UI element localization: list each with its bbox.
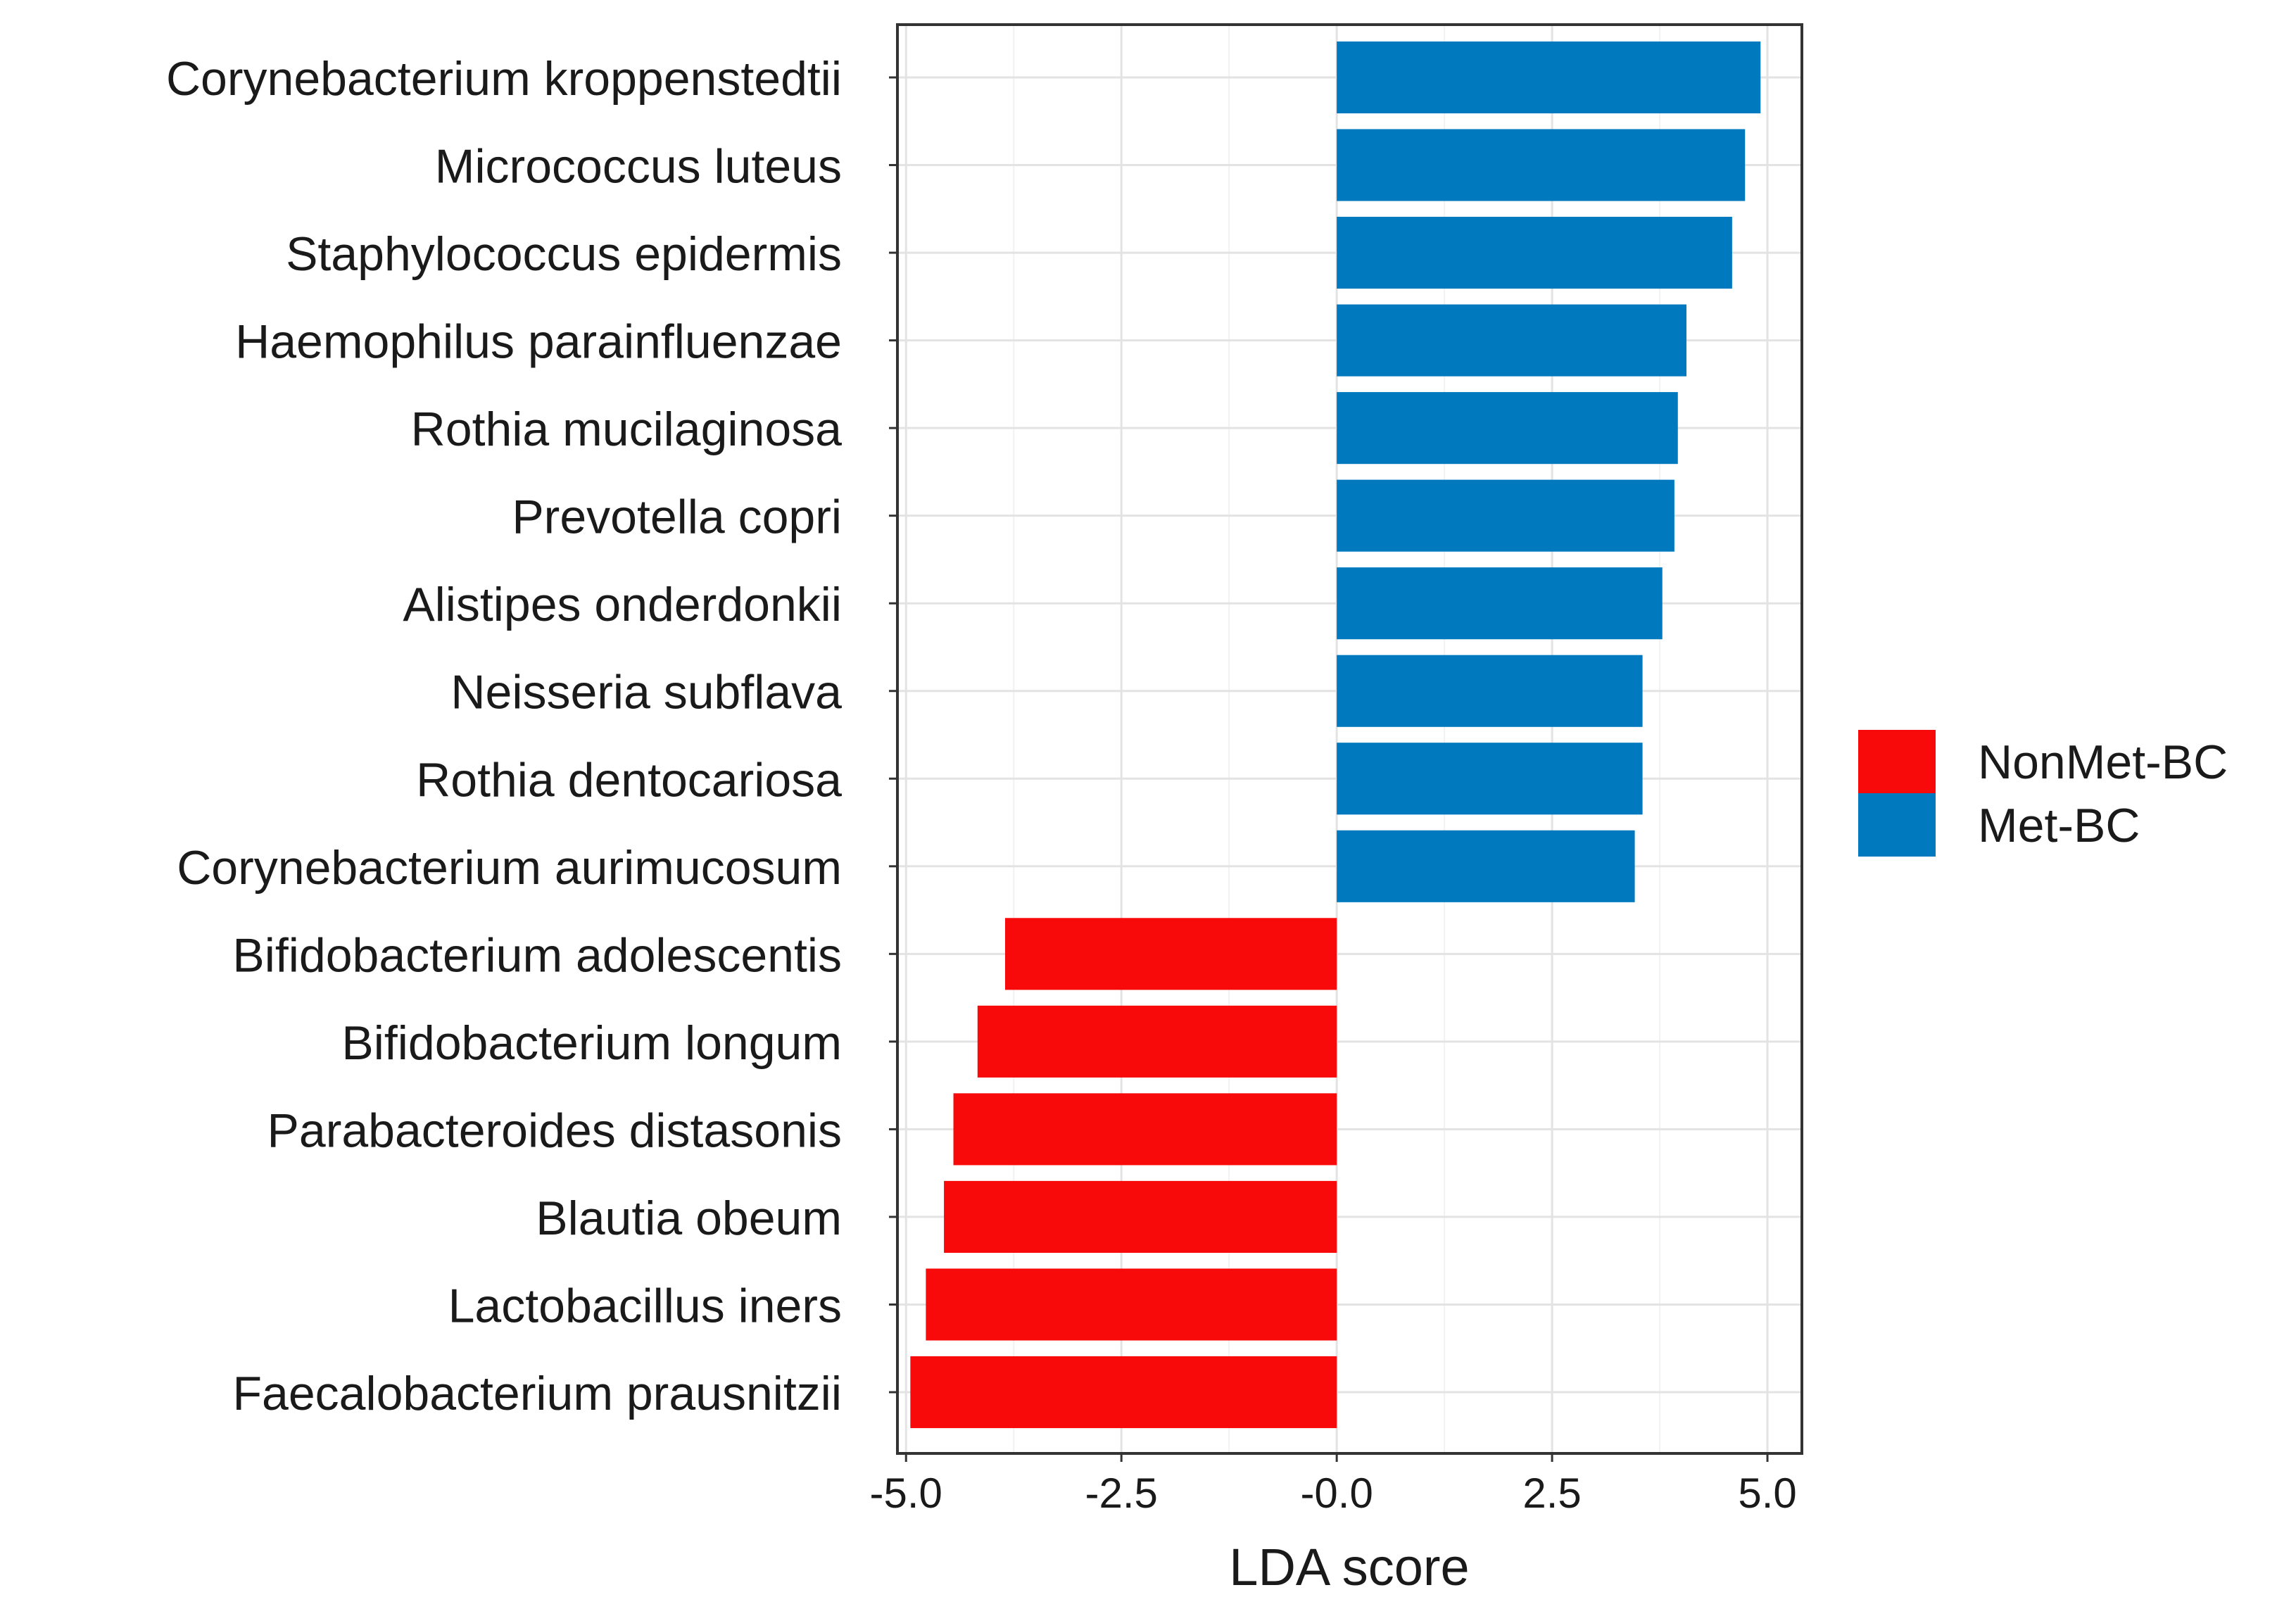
y-tick-label: Faecalobacterium prausnitzii (232, 1367, 842, 1420)
bar (1004, 918, 1337, 990)
y-tick-label: Rothia dentocariosa (416, 753, 842, 807)
y-tick-label: Corynebacterium kroppenstedtii (166, 52, 842, 106)
y-tick-label: Lactobacillus iners (448, 1279, 842, 1332)
bar (926, 1268, 1337, 1341)
legend-key (1858, 730, 1936, 793)
y-tick-label: Corynebacterium aurimucosum (177, 841, 842, 895)
x-axis-labels: -5.0 -2.5 -0.0 2.5 5.0 (870, 1470, 1797, 1517)
bar (1337, 743, 1643, 815)
legend-label: NonMet-BC (1978, 736, 2228, 789)
bar (953, 1093, 1337, 1166)
x-axis-title: LDA score (1229, 1538, 1469, 1596)
y-tick-label: Bifidobacterium adolescentis (232, 928, 842, 982)
legend-key (1858, 793, 1936, 857)
y-tick-label: Neisseria subflava (450, 666, 842, 719)
bar (1337, 217, 1732, 289)
bar (1337, 830, 1635, 902)
bar (977, 1005, 1337, 1078)
y-axis-ticks (889, 76, 897, 1394)
bar (1337, 392, 1678, 465)
panel-border (896, 23, 1803, 1455)
y-tick-label: Staphylococcus epidermis (286, 227, 842, 281)
y-axis-labels: Corynebacterium kroppenstedtii Micrococcu… (166, 52, 842, 1420)
x-tick-label: -0.0 (1300, 1470, 1373, 1517)
bar (944, 1180, 1337, 1253)
y-tick-label: Parabacteroides distasonis (267, 1104, 842, 1157)
bar (1337, 304, 1687, 377)
y-tick-label: Haemophilus parainfluenzae (235, 315, 842, 369)
y-tick-label: Alistipes onderdonkii (403, 578, 842, 631)
y-tick-label: Micrococcus luteus (435, 140, 842, 194)
x-tick-label: -5.0 (870, 1470, 942, 1517)
bar (1337, 129, 1746, 201)
bar (1337, 479, 1674, 552)
y-tick-label: Blautia obeum (536, 1192, 842, 1245)
x-tick-label: -2.5 (1085, 1470, 1157, 1517)
bar (1337, 567, 1663, 640)
y-tick-label: Bifidobacterium longum (341, 1016, 842, 1070)
bars (910, 41, 1761, 1429)
bar (1337, 655, 1643, 727)
legend: NonMet-BC Met-BC (1858, 730, 2228, 857)
bar (910, 1356, 1337, 1429)
x-axis-ticks (904, 1453, 1769, 1462)
y-tick-label: Prevotella copri (512, 491, 842, 544)
y-tick-label: Rothia mucilaginosa (411, 403, 843, 456)
x-tick-label: 5.0 (1738, 1470, 1796, 1517)
legend-label: Met-BC (1978, 799, 2140, 852)
bar (1337, 41, 1761, 114)
x-tick-label: 2.5 (1522, 1470, 1581, 1517)
